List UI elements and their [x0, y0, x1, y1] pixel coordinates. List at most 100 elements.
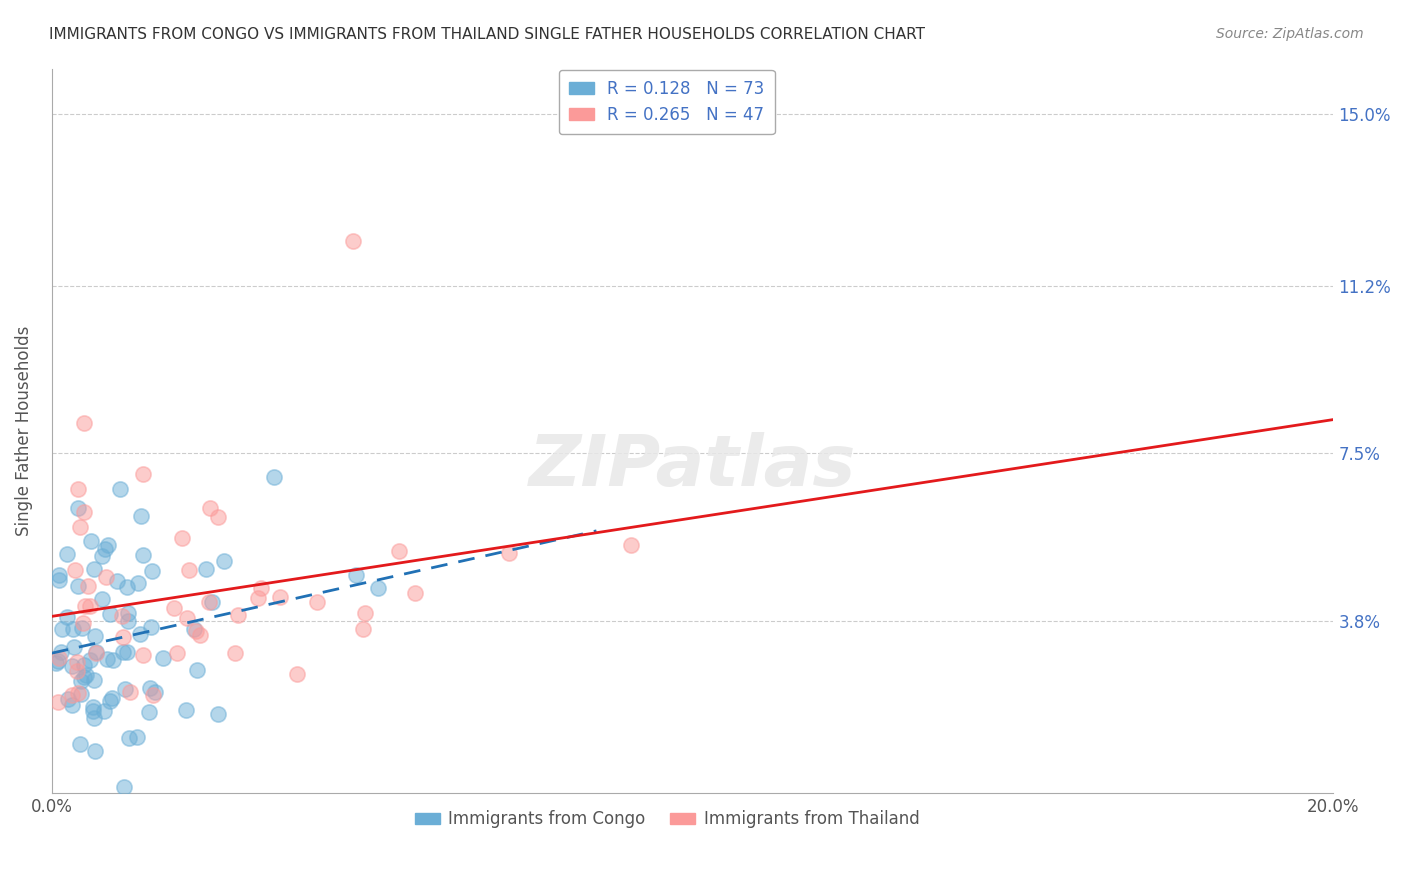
- Point: [105, 574, 128, 588]
- Text: ZIPatlas: ZIPatlas: [529, 433, 856, 501]
- Point: [73, 505, 96, 519]
- Point: [142, 688, 165, 702]
- Point: [166, 646, 188, 660]
- Point: [69, 738, 91, 752]
- Point: [69, 519, 91, 533]
- Point: [111, 609, 134, 624]
- Point: [305, 595, 328, 609]
- Point: [60, 698, 83, 712]
- Point: [198, 501, 221, 516]
- Point: [176, 703, 198, 717]
- Point: [73, 670, 96, 684]
- Point: [132, 548, 155, 562]
- Point: [367, 581, 389, 595]
- Point: [93, 705, 115, 719]
- Point: [176, 611, 198, 625]
- Point: [117, 614, 139, 628]
- Point: [84, 629, 107, 643]
- Point: [198, 595, 221, 609]
- Point: [96, 570, 118, 584]
- Point: [96, 652, 118, 666]
- Text: Source: ZipAtlas.com: Source: ZipAtlas.com: [1216, 27, 1364, 41]
- Point: [285, 667, 308, 681]
- Point: [163, 601, 186, 615]
- Point: [48, 574, 70, 588]
- Point: [143, 684, 166, 698]
- Point: [51, 645, 73, 659]
- Legend: Immigrants from Congo, Immigrants from Thailand: Immigrants from Congo, Immigrants from T…: [408, 804, 927, 835]
- Point: [82, 700, 104, 714]
- Point: [498, 546, 520, 560]
- Point: [118, 684, 141, 698]
- Point: [207, 706, 229, 721]
- Point: [73, 416, 96, 430]
- Point: [66, 500, 89, 515]
- Point: [108, 482, 131, 496]
- Point: [73, 657, 96, 672]
- Point: [188, 628, 211, 642]
- Point: [250, 581, 273, 595]
- Point: [84, 744, 107, 758]
- Point: [112, 780, 135, 795]
- Point: [172, 531, 194, 545]
- Point: [141, 564, 163, 578]
- Point: [48, 651, 70, 665]
- Point: [388, 544, 411, 558]
- Point: [63, 640, 86, 654]
- Point: [103, 653, 125, 667]
- Point: [353, 606, 375, 620]
- Point: [46, 695, 69, 709]
- Point: [70, 687, 93, 701]
- Point: [132, 648, 155, 662]
- Point: [128, 626, 150, 640]
- Point: [404, 585, 426, 599]
- Point: [84, 647, 107, 661]
- Point: [115, 644, 138, 658]
- Point: [207, 510, 229, 524]
- Point: [63, 562, 86, 576]
- Point: [94, 542, 117, 557]
- Point: [51, 623, 73, 637]
- Point: [620, 538, 643, 552]
- Point: [66, 655, 89, 669]
- Point: [56, 609, 79, 624]
- Point: [98, 694, 121, 708]
- Point: [66, 664, 89, 678]
- Point: [342, 234, 364, 248]
- Y-axis label: Single Father Households: Single Father Households: [15, 326, 32, 536]
- Point: [75, 667, 97, 681]
- Point: [139, 620, 162, 634]
- Point: [115, 580, 138, 594]
- Text: IMMIGRANTS FROM CONGO VS IMMIGRANTS FROM THAILAND SINGLE FATHER HOUSEHOLDS CORRE: IMMIGRANTS FROM CONGO VS IMMIGRANTS FROM…: [49, 27, 925, 42]
- Point: [83, 562, 105, 576]
- Point: [91, 592, 114, 607]
- Point: [132, 467, 155, 481]
- Point: [48, 568, 70, 582]
- Point: [263, 470, 285, 484]
- Point: [183, 622, 205, 636]
- Point: [138, 705, 160, 719]
- Point: [83, 673, 105, 688]
- Point: [62, 622, 84, 636]
- Point: [45, 657, 67, 671]
- Point: [79, 599, 101, 613]
- Point: [226, 608, 249, 623]
- Point: [72, 616, 94, 631]
- Point: [269, 591, 291, 605]
- Point: [352, 623, 374, 637]
- Point: [186, 663, 208, 677]
- Point: [125, 730, 148, 744]
- Point: [195, 561, 218, 575]
- Point: [79, 653, 101, 667]
- Point: [111, 645, 134, 659]
- Point: [212, 554, 235, 568]
- Point: [82, 704, 104, 718]
- Point: [67, 579, 90, 593]
- Point: [60, 659, 83, 673]
- Point: [139, 681, 162, 696]
- Point: [60, 688, 83, 702]
- Point: [118, 731, 141, 746]
- Point: [152, 651, 174, 665]
- Point: [76, 578, 98, 592]
- Point: [186, 624, 208, 639]
